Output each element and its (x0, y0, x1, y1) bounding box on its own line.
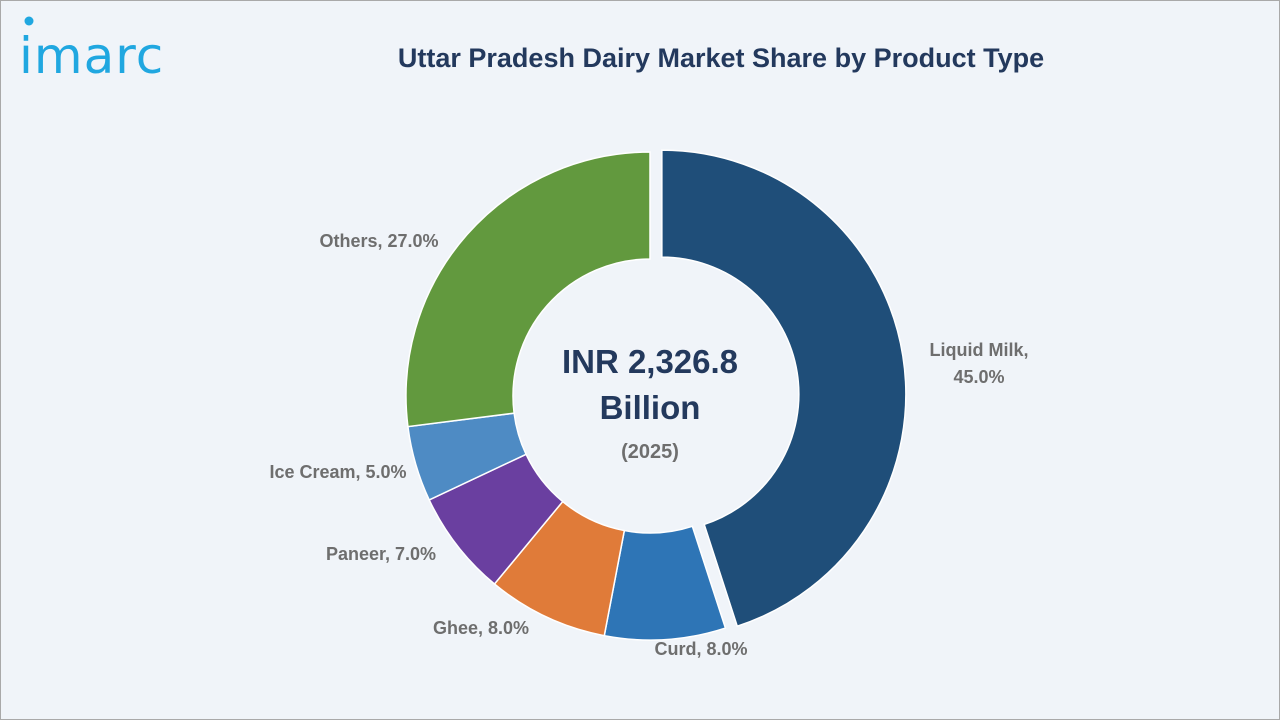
center-total-unit: Billion (600, 389, 701, 426)
label-ghee: Ghee, 8.0% (433, 618, 529, 638)
label-others: Others, 27.0% (319, 231, 438, 251)
center-total-value: INR 2,326.8 (562, 343, 738, 380)
imarc-logo: imarc (19, 16, 164, 85)
chart-title: Uttar Pradesh Dairy Market Share by Prod… (397, 43, 1045, 73)
slice-others (405, 151, 651, 428)
slice-labels: Liquid Milk, 45.0% Curd, 8.0% Ghee, 8.0% Pan… (269, 231, 1028, 659)
label-liquid-milk-line1: Liquid Milk, (930, 340, 1029, 360)
donut-center: INR 2,326.8 Billion (2025) (562, 343, 738, 463)
donut-slices (405, 149, 907, 641)
label-paneer: Paneer, 7.0% (326, 544, 436, 564)
center-year: (2025) (621, 441, 679, 463)
label-ice-cream: Ice Cream, 5.0% (269, 462, 406, 482)
label-curd: Curd, 8.0% (654, 639, 747, 659)
logo-dot (24, 16, 34, 26)
label-liquid-milk-line2: 45.0% (953, 367, 1004, 387)
slice-liquid-milk (661, 149, 907, 628)
logo-text: imarc (19, 27, 164, 85)
